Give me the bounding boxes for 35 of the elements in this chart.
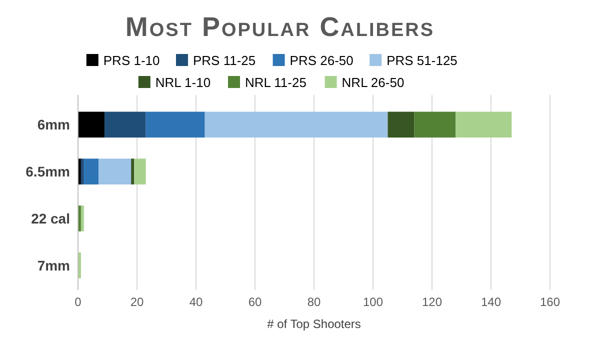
- bar: [80, 206, 84, 232]
- bar: [84, 158, 99, 184]
- x-tick-label: 140: [480, 295, 502, 309]
- x-tick-label: 60: [248, 295, 262, 309]
- x-tick-label: 120: [422, 295, 442, 309]
- bar: [134, 158, 146, 184]
- legend-label: NRL 11-25: [245, 75, 306, 90]
- x-tick-label: 0: [74, 295, 82, 309]
- legend-label: PRS 11-25: [193, 53, 256, 68]
- x-tick-label: 40: [189, 295, 203, 309]
- bar: [78, 112, 105, 138]
- bar: [98, 158, 132, 184]
- legend-label: NRL 26-50: [342, 75, 404, 90]
- x-tick-label: 80: [307, 295, 321, 309]
- x-tick-label: 100: [362, 295, 384, 309]
- legend-label: PRS 51-125: [386, 53, 458, 68]
- bar: [80, 158, 84, 184]
- y-tick-label: 22 cal: [31, 210, 70, 226]
- bar: [104, 112, 146, 138]
- bar: [131, 158, 134, 184]
- x-tick-label: 160: [540, 295, 560, 309]
- y-tick-label: 6mm: [37, 116, 70, 133]
- legend-label: PRS 26-50: [290, 53, 354, 68]
- x-axis-title: # of Top Shooters: [267, 317, 361, 331]
- bar: [204, 112, 388, 138]
- legend-label: NRL 1-10: [155, 75, 211, 90]
- bar: [456, 112, 512, 138]
- legend-label: PRS 1-10: [103, 53, 160, 68]
- x-tick-label: 20: [130, 295, 144, 309]
- chart-title: Most Popular Calibers: [125, 12, 435, 42]
- bar: [146, 112, 205, 138]
- y-tick-label: 6.5mm: [26, 164, 70, 180]
- bar: [388, 112, 414, 138]
- y-tick-label: 7mm: [37, 257, 70, 274]
- bar: [414, 112, 456, 138]
